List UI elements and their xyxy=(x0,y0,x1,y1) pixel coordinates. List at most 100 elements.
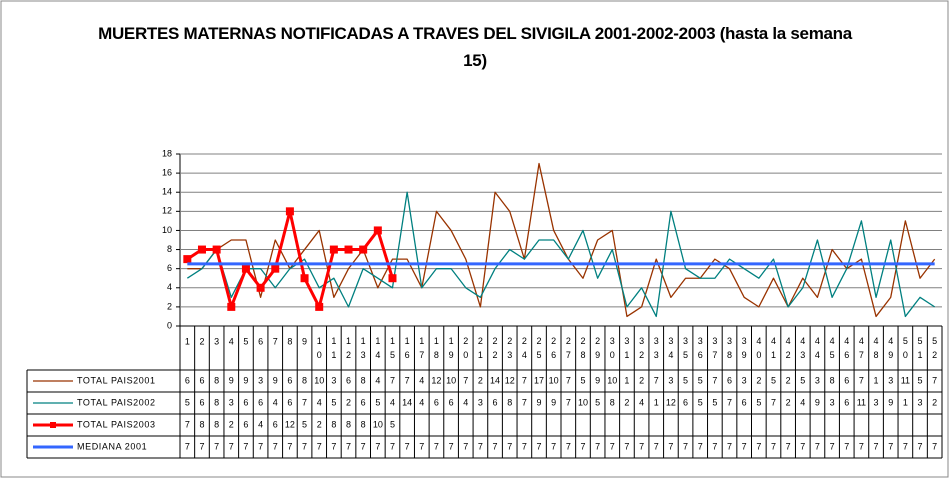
x-tick-label: 9 xyxy=(302,336,307,346)
table-value: 7 xyxy=(463,375,468,385)
table-value: 7 xyxy=(375,441,380,451)
table-value: 3 xyxy=(331,375,336,385)
table-value: 7 xyxy=(654,375,659,385)
table-value: 7 xyxy=(683,441,688,451)
table-value: 11 xyxy=(857,397,866,407)
x-tick-label: 2 xyxy=(199,336,204,346)
table-value: 7 xyxy=(756,441,761,451)
table-value: 5 xyxy=(331,397,336,407)
table-value: 6 xyxy=(493,397,498,407)
table-value: 5 xyxy=(918,375,923,385)
table-value: 5 xyxy=(390,419,395,429)
table-value: 5 xyxy=(375,397,380,407)
table-value: 9 xyxy=(888,397,893,407)
series-marker xyxy=(285,207,294,216)
table-value: 7 xyxy=(595,441,600,451)
table-value: 8 xyxy=(214,397,219,407)
table-value: 7 xyxy=(566,441,571,451)
table-value: 7 xyxy=(903,441,908,451)
table-value: 7 xyxy=(434,441,439,451)
table-value: 2 xyxy=(786,397,791,407)
table-value: 7 xyxy=(844,441,849,451)
x-tick-label: 3 xyxy=(214,336,219,346)
table-value: 10 xyxy=(446,375,456,385)
table-value: 5 xyxy=(580,375,585,385)
table-value: 7 xyxy=(214,441,219,451)
table-value: 4 xyxy=(273,397,278,407)
table-value: 6 xyxy=(844,375,849,385)
table-value: 7 xyxy=(478,441,483,451)
table-value: 7 xyxy=(361,441,366,451)
table-value: 1 xyxy=(654,397,659,407)
y-tick-label: 12 xyxy=(162,206,172,216)
table-value: 9 xyxy=(537,397,542,407)
table-value: 4 xyxy=(800,397,805,407)
table-value: 9 xyxy=(815,397,820,407)
table-value: 17 xyxy=(534,375,544,385)
table-value: 7 xyxy=(317,441,322,451)
legend-label: TOTAL PAIS2002 xyxy=(77,397,156,407)
table-value: 6 xyxy=(449,397,454,407)
table-value: 6 xyxy=(844,397,849,407)
table-value: 7 xyxy=(390,441,395,451)
table-value: 5 xyxy=(756,397,761,407)
table-value: 3 xyxy=(478,397,483,407)
table-value: 3 xyxy=(874,397,879,407)
series-line xyxy=(186,209,394,309)
series-marker xyxy=(373,226,382,235)
table-value: 6 xyxy=(243,419,248,429)
table-value: 12 xyxy=(285,419,295,429)
table-value: 5 xyxy=(185,397,190,407)
table-value: 2 xyxy=(346,397,351,407)
table-value: 4 xyxy=(258,419,263,429)
table-value: 9 xyxy=(551,397,556,407)
table-value: 7 xyxy=(727,441,732,451)
table-value: 8 xyxy=(830,375,835,385)
series-marker xyxy=(329,245,338,254)
series-line xyxy=(187,162,936,318)
table-value: 7 xyxy=(551,441,556,451)
table-value: 1 xyxy=(874,375,879,385)
table-value: 7 xyxy=(258,441,263,451)
table-value: 7 xyxy=(522,441,527,451)
table-value: 7 xyxy=(273,441,278,451)
table-value: 3 xyxy=(229,397,234,407)
table-value: 7 xyxy=(771,441,776,451)
table-value: 6 xyxy=(361,397,366,407)
table-value: 12 xyxy=(666,397,676,407)
table-value: 8 xyxy=(302,375,307,385)
table-value: 7 xyxy=(302,397,307,407)
series-marker xyxy=(183,255,192,264)
table-value: 10 xyxy=(373,419,383,429)
table-value: 12 xyxy=(505,375,515,385)
table-value: 2 xyxy=(756,375,761,385)
table-value: 6 xyxy=(199,397,204,407)
series-marker xyxy=(256,283,265,292)
table-value: 4 xyxy=(390,397,395,407)
table-value: 3 xyxy=(888,375,893,385)
table-value: 7 xyxy=(786,441,791,451)
table-value: 7 xyxy=(419,441,424,451)
table-value: 10 xyxy=(578,397,588,407)
table-value: 4 xyxy=(317,397,322,407)
table-value: 7 xyxy=(405,375,410,385)
y-tick-label: 6 xyxy=(167,263,172,273)
table-value: 1 xyxy=(903,397,908,407)
table-value: 2 xyxy=(786,375,791,385)
table-value: 14 xyxy=(490,375,500,385)
